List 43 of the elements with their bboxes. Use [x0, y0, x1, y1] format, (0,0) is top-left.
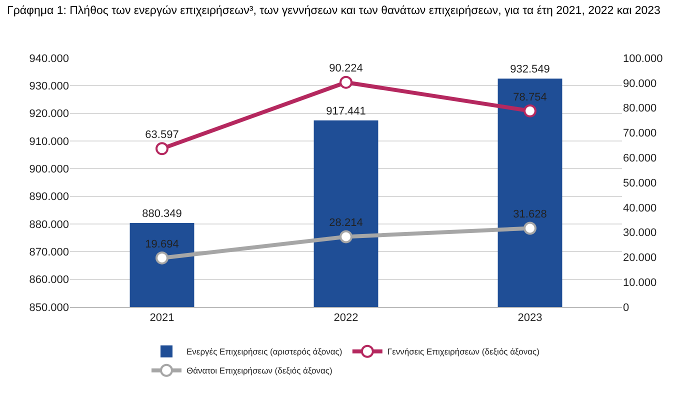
data-label: 78.754	[513, 91, 547, 104]
y-tick-label: 930.000	[29, 80, 69, 93]
y2-tick-label: 80.000	[623, 102, 657, 115]
y-tick-label: 870.000	[29, 246, 69, 259]
y-tick-label: 880.000	[29, 218, 69, 231]
x-tick-label: 2022	[334, 312, 358, 324]
point	[156, 251, 168, 264]
y2-tick-label: 60.000	[623, 152, 657, 164]
y-tick-label: 920.000	[29, 108, 69, 120]
y-tick-label: 850.000	[29, 302, 69, 314]
legend-label: Ενεργές Επιχειρήσεις (αριστερός άξονας)	[186, 346, 342, 357]
chart-title: Γράφημα 1: Πλήθος των ενεργών επιχειρήσεων³, των γεννήσεων και των θανάτων επιχειρήσεων, για τα έτη 2021, 2022 και 2023	[7, 5, 660, 18]
y-tick-label: 860.000	[29, 274, 69, 286]
data-label: 880.349	[142, 208, 182, 220]
y-tick-label: 900.000	[29, 164, 69, 176]
y2-tick-label: 70.000	[623, 128, 657, 140]
point	[524, 222, 536, 235]
y2-tick-label: 20.000	[623, 252, 657, 264]
y2-tick-label: 50.000	[623, 177, 657, 190]
data-label: 90.224	[329, 62, 363, 75]
data-label: 63.597	[145, 129, 179, 142]
data-label: 31.628	[513, 208, 547, 221]
data-label: 19.694	[145, 238, 179, 250]
x-tick-label: 2021	[150, 312, 174, 324]
point	[156, 142, 168, 156]
point	[524, 104, 536, 118]
y2-tick-label: 40.000	[623, 202, 657, 214]
y2-tick-label: 10.000	[623, 276, 657, 289]
y-tick-label: 940.000	[29, 52, 69, 65]
y2-tick-label: 100.000	[623, 52, 663, 65]
y-tick-label: 890.000	[29, 191, 69, 204]
point	[340, 230, 352, 244]
data-label: 28.214	[329, 217, 363, 230]
y2-tick-label: 30.000	[623, 227, 657, 240]
y2-tick-label: 0	[623, 302, 630, 314]
x-tick-label: 2023	[518, 312, 542, 324]
data-label: 932.549	[510, 64, 550, 76]
point	[340, 76, 352, 89]
legend-label: Γεννήσεις Επιχειρήσεων (δεξιός άξονας)	[387, 346, 540, 357]
data-label: 917.441	[326, 105, 366, 118]
legend-label: Θάνατοι Επιχειρήσεων (δεξιός άξονας)	[186, 366, 333, 376]
y-tick-label: 910.000	[29, 136, 69, 148]
y2-tick-label: 90.000	[623, 78, 657, 90]
